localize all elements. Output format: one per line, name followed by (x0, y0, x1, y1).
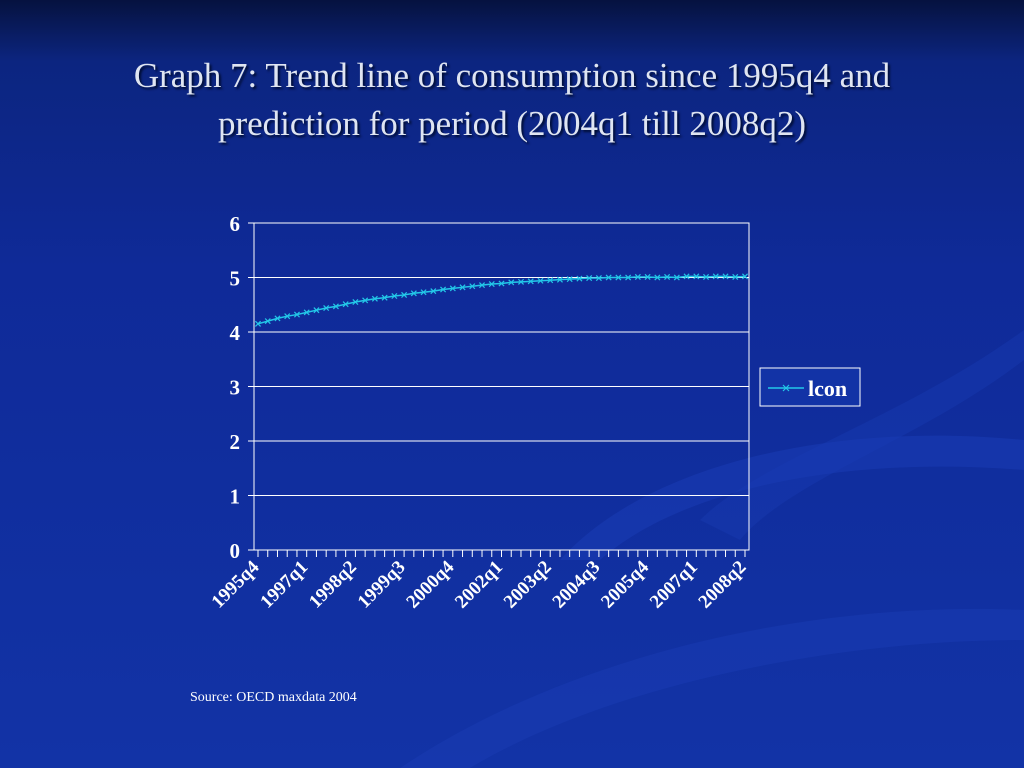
data-point (391, 293, 398, 300)
data-point (469, 283, 476, 290)
data-point (381, 294, 388, 301)
x-tick-label: 2007q1 (646, 557, 702, 613)
data-point (634, 273, 641, 280)
y-tick-label: 5 (230, 267, 241, 291)
data-point (586, 275, 593, 282)
data-point (459, 284, 466, 291)
data-point (420, 289, 427, 296)
slide-title: Graph 7: Trend line of consumption since… (133, 56, 891, 143)
x-tick-label: 1995q4 (208, 556, 264, 612)
y-tick-label: 1 (230, 485, 241, 509)
data-point (517, 278, 525, 285)
y-tick-label: 3 (230, 376, 241, 400)
data-point (664, 273, 671, 280)
data-point (527, 278, 534, 285)
data-point (595, 275, 602, 282)
y-tick-label: 6 (230, 212, 241, 236)
data-point (342, 301, 349, 308)
data-point (323, 304, 330, 312)
data-point (712, 273, 719, 280)
data-point (605, 274, 612, 281)
data-point (508, 279, 515, 286)
x-tick-label: 2002q1 (451, 557, 507, 613)
data-point (254, 320, 262, 327)
data-point (313, 307, 320, 314)
data-point (410, 290, 417, 297)
data-point (303, 309, 310, 316)
legend-box (759, 367, 861, 407)
data-point (332, 303, 339, 310)
data-point (547, 277, 554, 284)
data-point (537, 277, 544, 284)
data-point (401, 291, 408, 298)
data-point (264, 318, 271, 325)
x-tick-label: 2008q2 (695, 557, 751, 613)
data-point (362, 297, 369, 304)
data-point (693, 273, 700, 280)
y-tick-label: 0 (230, 539, 241, 563)
y-tick-label: 2 (230, 430, 241, 454)
data-point (615, 274, 622, 281)
data-point (440, 286, 447, 293)
legend-marker (782, 384, 790, 392)
data-point (488, 281, 495, 288)
data-point (478, 282, 486, 289)
x-tick-label: 2000q4 (402, 556, 458, 612)
data-point (430, 288, 437, 295)
data-point (625, 274, 632, 281)
x-tick-label: 1997q1 (256, 557, 312, 613)
data-point (498, 280, 505, 287)
x-tick-label: 2005q4 (597, 556, 653, 612)
data-point (371, 295, 378, 302)
data-point (732, 273, 739, 280)
data-point (352, 299, 359, 306)
x-tick-label: 1999q3 (354, 557, 410, 613)
data-point (556, 276, 563, 283)
x-tick-label: 1998q2 (305, 557, 361, 613)
data-point (703, 273, 710, 280)
data-point (644, 273, 651, 280)
x-tick-label: 2004q3 (549, 557, 605, 613)
data-point (741, 273, 749, 280)
data-point (654, 274, 661, 281)
data-point (293, 311, 300, 318)
x-tick-label: 2003q2 (500, 557, 556, 613)
legend-label: lcon (808, 376, 847, 401)
data-point (683, 273, 690, 280)
data-point (284, 313, 291, 320)
data-point (566, 276, 573, 283)
source-note: Source: OECD maxdata 2004 (190, 690, 357, 705)
data-point (722, 273, 729, 280)
data-point (673, 274, 680, 281)
data-point (449, 285, 456, 292)
y-tick-label: 4 (230, 321, 241, 345)
data-point (274, 315, 281, 322)
data-point (576, 275, 583, 282)
